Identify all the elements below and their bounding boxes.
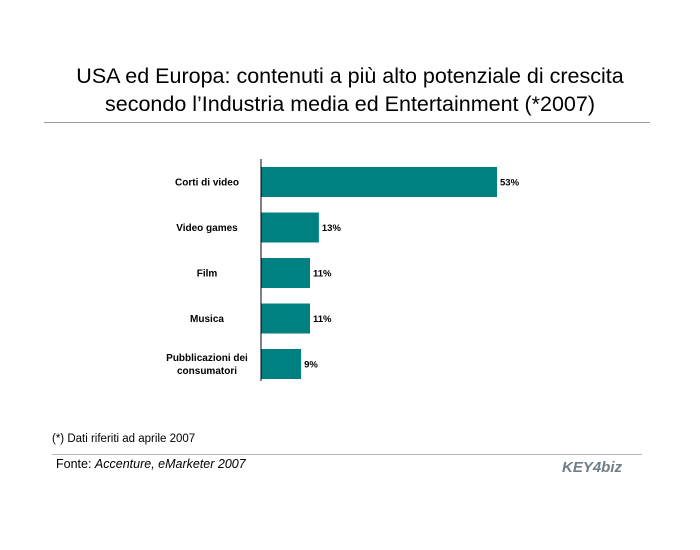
category-label-4-line-0: Pubblicazioni dei xyxy=(166,353,248,364)
category-label-1-line-0: Video games xyxy=(176,223,238,234)
bar-3 xyxy=(261,303,310,334)
value-label-2: 11% xyxy=(313,269,332,280)
value-label-0: 53% xyxy=(500,178,520,189)
source-label: Fonte: xyxy=(56,457,92,471)
bar-1 xyxy=(261,212,319,243)
chart-title-line-2: secondo l’Industria media ed Entertainme… xyxy=(104,92,595,116)
value-label-1: 13% xyxy=(322,223,342,234)
key4biz-logo: KEY4biz xyxy=(562,459,623,476)
category-labels-group: Corti di video Video games Film Musica Pubbl… xyxy=(166,178,248,378)
category-label-3: Musica xyxy=(190,314,224,325)
bar-0 xyxy=(261,167,497,197)
value-label-3: 11% xyxy=(313,314,332,325)
bar-4 xyxy=(261,349,302,379)
category-label-2-line-0: Film xyxy=(197,269,218,280)
category-label-4-line-1: consumatori xyxy=(177,366,237,377)
bar-2 xyxy=(261,258,310,288)
value-label-4: 9% xyxy=(304,360,318,371)
source-note: Fonte: Accenture, eMarketer 2007 xyxy=(56,457,246,471)
key4biz-logo-text: KEY4biz xyxy=(562,459,623,476)
category-label-0-line-0: Corti di video xyxy=(175,178,239,189)
source-divider xyxy=(52,454,642,455)
chart-title: USA ed Europa: contenuti a più alto pote… xyxy=(0,62,700,118)
category-label-1: Video games xyxy=(176,223,238,234)
chart-title-line-1: USA ed Europa: contenuti a più alto pote… xyxy=(76,64,624,88)
footnote: (*) Dati riferiti ad aprile 2007 xyxy=(52,433,196,445)
source-value: Accenture, eMarketer 2007 xyxy=(94,457,246,471)
category-label-0: Corti di video xyxy=(175,178,239,189)
value-labels-group: 53% 13% 11% 11% 9% xyxy=(304,178,519,371)
category-label-3-line-0: Musica xyxy=(190,314,224,325)
category-label-4: Pubblicazioni dei consumatori xyxy=(166,353,248,377)
bars-group xyxy=(261,167,497,379)
category-label-2: Film xyxy=(197,269,218,280)
bar-chart: Corti di video Video games Film Musica Pubbl… xyxy=(166,159,520,381)
title-divider xyxy=(44,122,650,123)
